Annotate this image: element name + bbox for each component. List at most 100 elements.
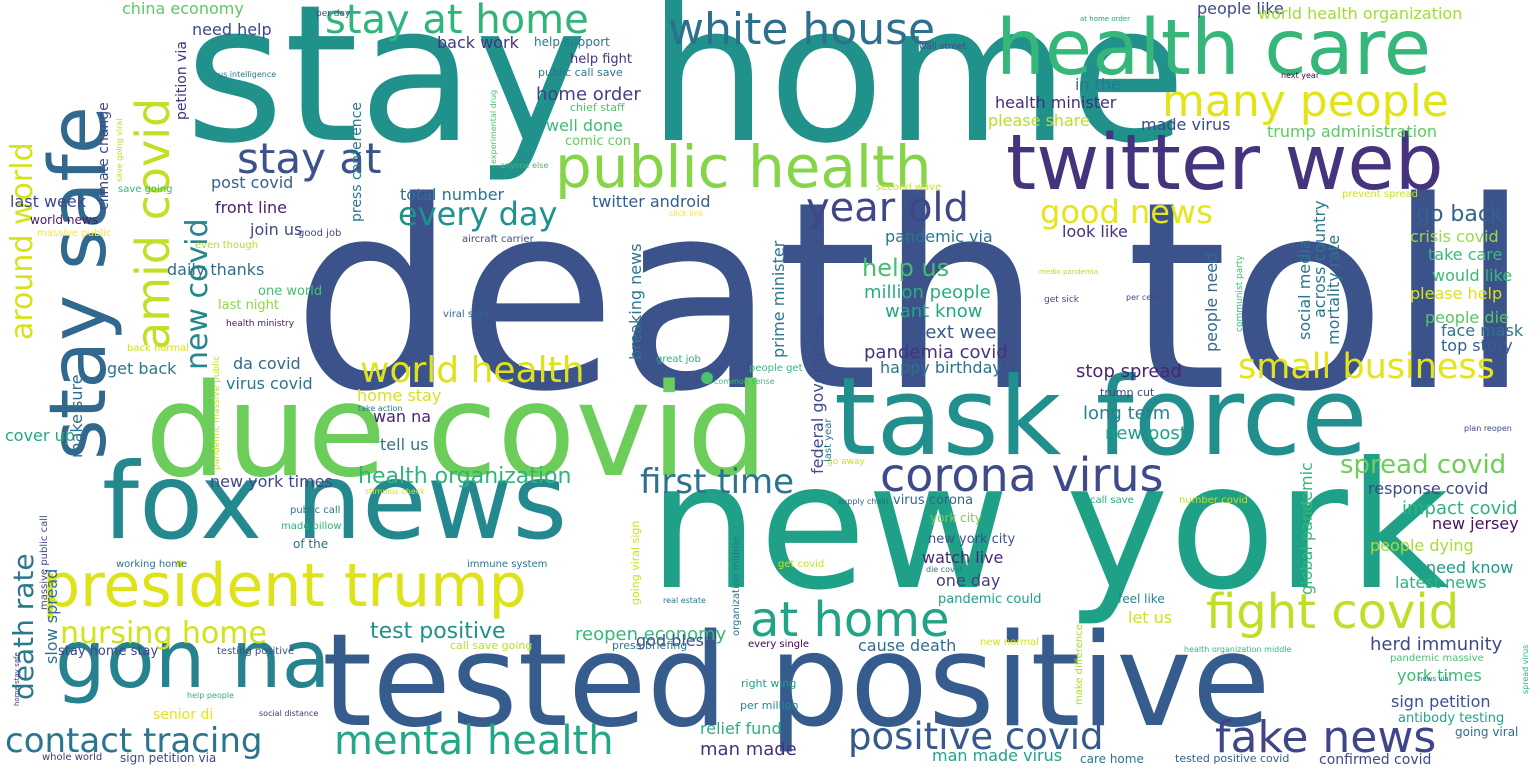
word-vertical: around world: [5, 142, 40, 340]
word: last week: [10, 192, 86, 211]
word: take care: [1428, 245, 1503, 264]
word: death toll: [292, 147, 1532, 449]
word: made virus: [1141, 115, 1231, 134]
word: first time: [640, 462, 795, 502]
word: great job: [656, 354, 701, 365]
word: positive covid: [848, 715, 1104, 758]
word: plan reopen: [1464, 424, 1512, 433]
word: get covid: [778, 559, 825, 570]
word: pandemia covid: [864, 342, 1008, 363]
word: new york: [648, 426, 1450, 629]
word: us intelligence: [218, 70, 277, 79]
word: face mask: [1441, 321, 1524, 340]
word: man made virus: [932, 746, 1063, 765]
word: please share: [988, 111, 1090, 130]
word: health minister: [995, 93, 1117, 112]
word: world health organization: [1258, 4, 1463, 23]
word: help fight: [570, 52, 633, 67]
word: feel like: [1118, 592, 1165, 606]
word: relief fund: [700, 719, 782, 738]
word: press briefing: [612, 639, 688, 652]
word-vertical: home stay safe: [13, 652, 21, 706]
word: new normal: [980, 637, 1039, 648]
word: help people: [187, 691, 234, 700]
word: would like: [1432, 266, 1513, 285]
word: task force: [834, 355, 1368, 480]
word: per cent: [1126, 293, 1160, 302]
word: want know: [885, 301, 983, 322]
word: public call save: [538, 66, 623, 79]
word: stay at home: [325, 0, 589, 43]
word: top story: [1441, 336, 1513, 355]
word: people get: [749, 363, 803, 374]
word: medio pandemia: [1039, 268, 1098, 276]
word: trump cut: [1100, 386, 1155, 399]
word: twitter web: [1006, 119, 1444, 208]
word: stay home: [185, 0, 1187, 185]
word-vertical: organization middle: [731, 536, 742, 636]
word: cause death: [858, 636, 957, 655]
word: wan na: [373, 407, 432, 426]
dot-glyph: [701, 372, 713, 384]
word-vertical: pandemic massive public: [212, 355, 222, 470]
word: spread covid: [1340, 450, 1507, 480]
word: home stay: [357, 386, 442, 405]
word: twitter android: [592, 192, 711, 211]
word: at home: [750, 592, 950, 648]
word-vertical: massive public call: [39, 515, 50, 610]
word: world health: [360, 350, 585, 391]
word: back normal: [127, 343, 189, 354]
word: herd immunity: [1370, 634, 1503, 655]
word: one world: [258, 284, 323, 299]
word: health ministry: [226, 319, 295, 329]
word: whole world: [42, 752, 103, 763]
word: new jersey: [1432, 514, 1519, 533]
word: aircraft carrier: [462, 234, 534, 245]
word: every single: [748, 639, 810, 650]
word: join us: [250, 220, 303, 239]
word: even though: [195, 240, 259, 251]
word: save going: [118, 184, 173, 195]
word-vertical: save going viral: [115, 118, 124, 182]
word: crisis covid: [1410, 227, 1499, 246]
word: good job: [298, 228, 342, 239]
word-vertical: breaking news: [626, 243, 645, 360]
word-vertical: climate change: [96, 102, 112, 210]
word-vertical: press conference: [349, 102, 365, 222]
word: immune system: [467, 559, 548, 570]
word-vertical: prime minister: [769, 240, 788, 358]
word-vertical: going viral sign: [629, 520, 642, 605]
word: tested positive: [322, 607, 1271, 756]
word-vertical: communist party: [1235, 255, 1245, 332]
word: public call: [290, 505, 341, 516]
word: china economy: [122, 0, 244, 18]
word: people dying: [1370, 536, 1474, 555]
word: sign petition: [1391, 692, 1491, 711]
word: going viral: [1455, 725, 1519, 739]
word: post covid: [211, 173, 294, 192]
word: in the: [1075, 75, 1121, 94]
word: number covid: [1179, 495, 1248, 506]
word-vertical: mortality rate: [1324, 234, 1343, 345]
word: please help: [1410, 284, 1503, 303]
word-vertical: spread virus: [1521, 644, 1530, 694]
word: response covid: [1368, 479, 1489, 498]
word: social distance: [259, 709, 319, 718]
word: one day: [936, 571, 1001, 590]
word: white house: [668, 4, 936, 55]
word: stay at: [237, 134, 382, 183]
word: help us: [862, 254, 950, 282]
word: take action: [358, 404, 403, 413]
word: need help: [192, 20, 272, 39]
word: news via: [1418, 675, 1449, 683]
word: health organization middle: [1184, 645, 1292, 654]
word: comic con: [565, 134, 631, 149]
word: tested positive covid: [1175, 752, 1290, 765]
word: long term: [1083, 403, 1171, 424]
word: public health: [555, 133, 932, 201]
word: stay home stay: [58, 644, 159, 659]
word: health organization: [358, 464, 572, 489]
word: new post: [1105, 423, 1187, 444]
word: pandemic via: [885, 227, 993, 246]
